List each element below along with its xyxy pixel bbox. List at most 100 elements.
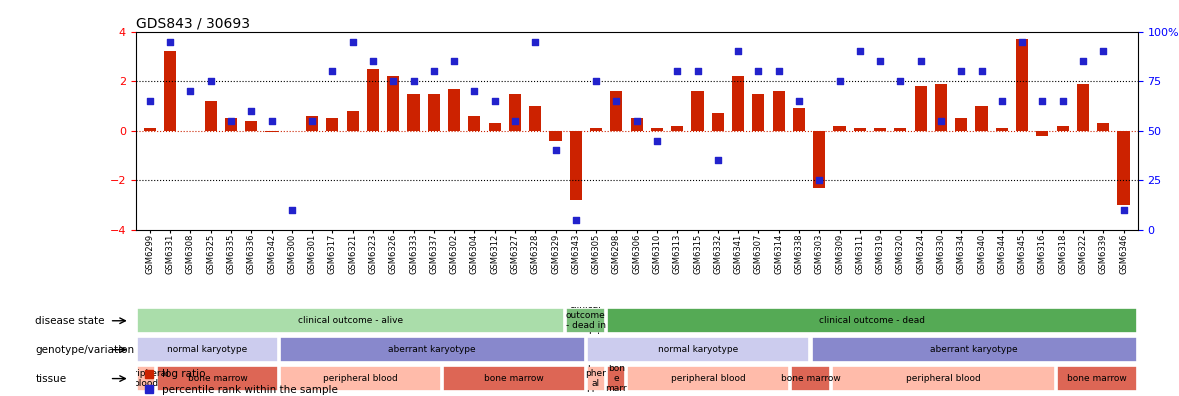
Bar [671, 126, 684, 131]
Bar [225, 118, 237, 131]
Bar [627, 366, 789, 391]
Bar [205, 101, 217, 131]
Bar [144, 128, 156, 131]
Text: aberrant karyotype: aberrant karyotype [930, 345, 1017, 354]
Bar [631, 118, 643, 131]
Bar [1118, 131, 1129, 205]
Text: normal karyotype: normal karyotype [658, 345, 738, 354]
Bar [137, 337, 278, 362]
Bar [915, 86, 927, 131]
Point [140, 98, 159, 104]
Bar [590, 128, 602, 131]
Point [647, 137, 666, 144]
Point [790, 98, 809, 104]
Point [607, 98, 626, 104]
Point [202, 78, 220, 84]
Point [282, 207, 301, 213]
Text: peri
pher
al
bloo: peri pher al bloo [585, 358, 606, 396]
Text: bon
e
marr: bon e marr [605, 364, 627, 394]
Point [486, 98, 505, 104]
Point [384, 78, 403, 84]
Bar [691, 91, 704, 131]
Bar [137, 366, 154, 391]
Point [506, 118, 525, 124]
Bar [607, 366, 625, 391]
Point [911, 58, 930, 65]
Bar [1098, 123, 1109, 131]
Point [1094, 48, 1113, 55]
Point [891, 78, 910, 84]
Bar [712, 113, 724, 131]
Bar [895, 128, 907, 131]
Bar [387, 76, 400, 131]
Point [587, 78, 606, 84]
Bar [443, 366, 585, 391]
Bar [955, 118, 967, 131]
Bar [408, 93, 420, 131]
Bar [307, 116, 318, 131]
Bar [245, 121, 257, 131]
Bar [607, 308, 1137, 333]
Text: bone marrow: bone marrow [485, 374, 544, 383]
Text: bone marrow: bone marrow [187, 374, 248, 383]
Point [749, 68, 768, 74]
Text: genotype/variation: genotype/variation [35, 345, 134, 355]
Bar [509, 93, 521, 131]
Bar [1016, 39, 1028, 131]
Point [1033, 98, 1052, 104]
Bar [367, 69, 378, 131]
Point [850, 48, 869, 55]
Point [830, 78, 849, 84]
Bar [488, 123, 501, 131]
Point [262, 118, 281, 124]
Point [1074, 58, 1093, 65]
Point [363, 58, 382, 65]
Bar [611, 91, 623, 131]
Text: aberrant karyotype: aberrant karyotype [388, 345, 476, 354]
Bar [137, 308, 564, 333]
Bar [811, 337, 1137, 362]
Text: clinical outcome - alive: clinical outcome - alive [298, 316, 403, 325]
Bar [428, 93, 440, 131]
Bar [265, 131, 277, 132]
Bar [347, 111, 358, 131]
Bar [834, 126, 845, 131]
Point [303, 118, 322, 124]
Text: peripheral blood: peripheral blood [323, 374, 399, 383]
Bar [586, 337, 810, 362]
Point [993, 98, 1012, 104]
Point [444, 58, 463, 65]
Point [546, 147, 565, 154]
Point [667, 68, 686, 74]
Point [709, 157, 727, 164]
Point [627, 118, 646, 124]
Point [931, 118, 950, 124]
Text: peripheral blood: peripheral blood [907, 374, 981, 383]
Bar [854, 128, 865, 131]
Bar [549, 131, 561, 141]
Legend: log ratio, percentile rank within the sample: log ratio, percentile rank within the sa… [140, 365, 342, 396]
Text: clinical outcome - dead: clinical outcome - dead [819, 316, 924, 325]
Bar [586, 366, 605, 391]
Text: clinical
outcome
- dead in
complete: clinical outcome - dead in complete [565, 301, 607, 341]
Point [343, 38, 362, 45]
Point [729, 48, 747, 55]
Bar [651, 128, 663, 131]
Text: GDS843 / 30693: GDS843 / 30693 [136, 17, 250, 30]
Point [951, 68, 970, 74]
Bar [996, 128, 1008, 131]
Point [160, 38, 179, 45]
Bar [832, 366, 1055, 391]
Bar [975, 106, 988, 131]
Bar [569, 131, 582, 200]
Point [242, 108, 261, 114]
Text: peripheral blood: peripheral blood [671, 374, 745, 383]
Bar [1056, 126, 1068, 131]
Bar [814, 131, 825, 188]
Bar [1076, 84, 1089, 131]
Point [465, 88, 483, 94]
Text: normal karyotype: normal karyotype [167, 345, 248, 354]
Point [689, 68, 707, 74]
Bar [732, 76, 744, 131]
Bar [1036, 131, 1048, 135]
